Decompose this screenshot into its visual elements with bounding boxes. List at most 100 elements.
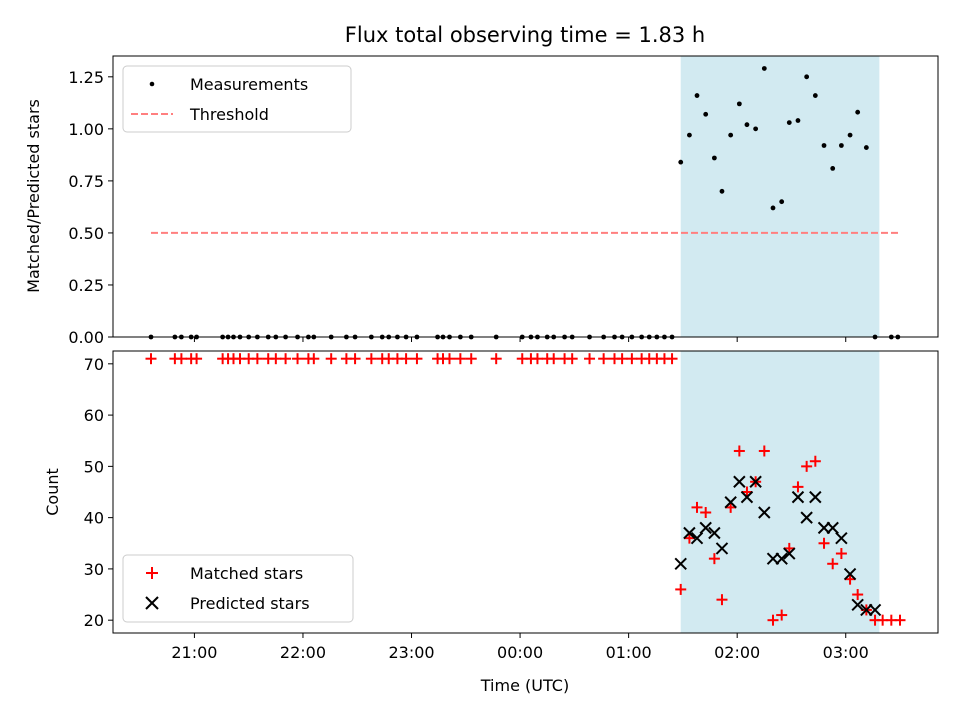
bottom-y-tick-label: 40 bbox=[84, 509, 104, 528]
measurement-point bbox=[795, 118, 801, 123]
predicted-star-point bbox=[843, 567, 857, 581]
x-tick-label: 23:00 bbox=[388, 643, 434, 662]
bottom-y-axis-ticks: 20 30 40 50 60 70 bbox=[84, 355, 113, 630]
matched-star-point bbox=[490, 353, 502, 365]
legend-predicted-stars-label: Predicted stars bbox=[190, 594, 310, 613]
top-y-tick-label: 0.75 bbox=[68, 172, 104, 191]
matched-star-point bbox=[548, 353, 560, 365]
measurement-point bbox=[761, 66, 767, 71]
predicted-star-point bbox=[724, 496, 737, 509]
x-tick-label: 01:00 bbox=[606, 643, 652, 662]
predicted-star-point bbox=[800, 511, 813, 524]
matched-star-point bbox=[683, 532, 695, 544]
matched-star-point bbox=[616, 353, 628, 365]
top-panel: 0.00 0.25 0.50 0.75 1.00 1.25 Flux total obse… bbox=[24, 23, 939, 347]
bottom-plot-marks bbox=[145, 353, 906, 626]
predicted-star-point bbox=[715, 542, 729, 555]
predicted-star-point bbox=[708, 526, 721, 540]
measurement-point bbox=[703, 111, 709, 117]
matched-star-point bbox=[767, 614, 779, 626]
matched-star-point bbox=[292, 353, 304, 365]
matched-star-point bbox=[251, 353, 263, 365]
top-x-axis-ticks bbox=[193, 337, 847, 342]
legend-measurements-label: Measurements bbox=[190, 75, 308, 94]
bottom-legend: Matched stars Predicted stars bbox=[122, 554, 354, 623]
top-y-tick-label: 1.25 bbox=[68, 68, 104, 87]
measurement-point bbox=[687, 132, 692, 138]
measurement-point bbox=[838, 143, 844, 148]
legend-measurements-marker bbox=[149, 81, 155, 87]
matched-star-point bbox=[270, 353, 282, 365]
matched-star-point bbox=[365, 353, 377, 365]
measurement-point bbox=[728, 132, 734, 138]
bottom-y-tick-label: 50 bbox=[84, 457, 104, 476]
matched-star-point bbox=[733, 445, 745, 457]
top-y-axis-ticks: 0.00 0.25 0.50 0.75 1.00 1.25 bbox=[68, 68, 113, 347]
matched-star-point bbox=[844, 573, 856, 585]
matched-star-point bbox=[280, 353, 292, 365]
matched-star-point bbox=[626, 353, 638, 365]
matched-star-point bbox=[691, 501, 703, 513]
matched-star-point bbox=[783, 542, 795, 554]
measurement-point bbox=[812, 93, 818, 98]
matched-star-point bbox=[741, 486, 753, 498]
predicted-star-point bbox=[674, 557, 687, 570]
matched-star-point bbox=[700, 507, 712, 519]
measurement-point bbox=[678, 159, 684, 165]
matched-star-point bbox=[308, 353, 320, 365]
x-tick-label: 00:00 bbox=[497, 643, 543, 662]
top-y-tick-label: 0.50 bbox=[68, 224, 104, 243]
matched-star-point bbox=[191, 353, 203, 365]
matched-star-point bbox=[758, 445, 770, 457]
predicted-star-point bbox=[835, 531, 848, 545]
bottom-y-tick-label: 60 bbox=[84, 406, 104, 425]
top-legend-box bbox=[122, 65, 352, 133]
matched-star-point bbox=[792, 481, 804, 493]
matched-star-point bbox=[852, 589, 864, 601]
matched-star-point bbox=[584, 353, 596, 365]
measurement-point bbox=[786, 120, 792, 126]
matched-star-point bbox=[818, 537, 830, 549]
bottom-y-axis-label: Count bbox=[43, 468, 62, 516]
predicted-star-point bbox=[826, 521, 839, 535]
matched-star-point bbox=[894, 614, 906, 626]
measurement-point bbox=[821, 143, 827, 148]
legend-threshold-label: Threshold bbox=[189, 105, 269, 124]
x-tick-label: 02:00 bbox=[714, 643, 760, 662]
legend-matched-stars-marker bbox=[146, 567, 158, 579]
matched-star-point bbox=[444, 353, 456, 365]
bottom-legend-box bbox=[122, 554, 354, 623]
predicted-star-point bbox=[809, 490, 822, 504]
matched-star-point bbox=[598, 353, 610, 365]
measurement-point bbox=[779, 199, 785, 205]
predicted-star-point bbox=[868, 603, 882, 617]
top-y-tick-label: 1.00 bbox=[68, 120, 104, 139]
measurement-point bbox=[804, 74, 810, 80]
measurement-point bbox=[753, 126, 759, 132]
predicted-star-point bbox=[783, 547, 796, 560]
matched-star-point bbox=[145, 353, 157, 365]
measurement-point bbox=[863, 145, 869, 150]
matched-star-point bbox=[801, 460, 813, 472]
matched-star-point bbox=[411, 353, 423, 365]
matched-star-point bbox=[454, 353, 466, 365]
matched-star-point bbox=[716, 594, 728, 606]
measurement-point bbox=[736, 101, 742, 107]
chart-title: Flux total observing time = 1.83 h bbox=[345, 23, 705, 47]
matched-star-point bbox=[809, 455, 821, 467]
bottom-plot-frame bbox=[112, 350, 939, 634]
predicted-star-point bbox=[851, 598, 864, 612]
x-tick-label: 21:00 bbox=[171, 643, 217, 662]
matched-star-point bbox=[325, 353, 337, 365]
matched-star-point bbox=[531, 353, 543, 365]
matched-star-point bbox=[725, 501, 737, 513]
matched-star-point bbox=[566, 353, 578, 365]
measurement-point bbox=[830, 166, 836, 171]
top-observing-interval-shade bbox=[680, 56, 880, 337]
top-legend: Measurements Threshold bbox=[122, 65, 352, 133]
measurement-point bbox=[855, 109, 861, 115]
predicted-star-point bbox=[758, 506, 771, 519]
top-y-tick-label: 0.00 bbox=[68, 328, 104, 347]
measurement-point bbox=[847, 132, 853, 138]
